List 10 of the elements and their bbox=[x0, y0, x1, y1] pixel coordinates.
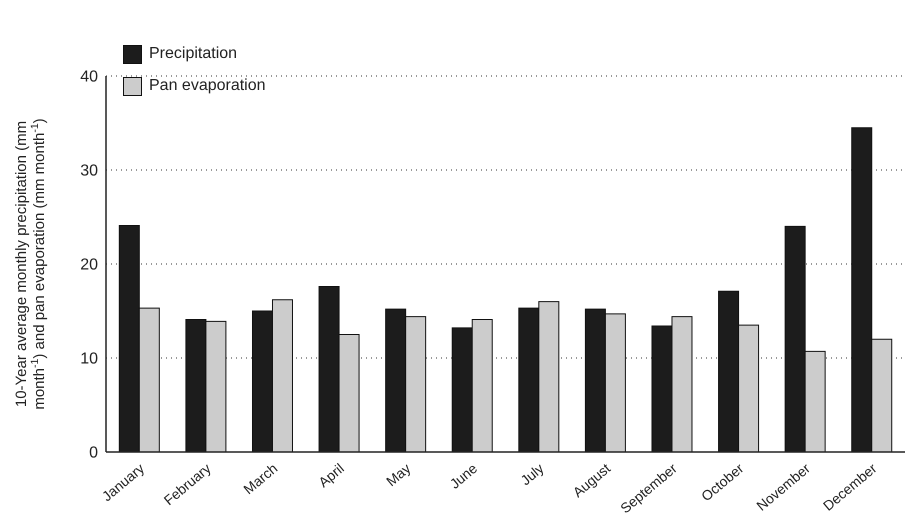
y-tick-label: 20 bbox=[80, 256, 98, 274]
x-tick-label: July bbox=[517, 460, 547, 488]
x-tick-label: May bbox=[383, 460, 414, 490]
y-tick-label: 0 bbox=[89, 444, 98, 462]
legend-label: Precipitation bbox=[149, 45, 238, 63]
y-tick-label: 10 bbox=[80, 350, 98, 368]
y-tick-label: 30 bbox=[80, 162, 98, 180]
y-tick-label: 40 bbox=[80, 68, 98, 86]
legend-label: Pan evaporation bbox=[149, 77, 266, 95]
x-tick-label: June bbox=[446, 460, 480, 492]
